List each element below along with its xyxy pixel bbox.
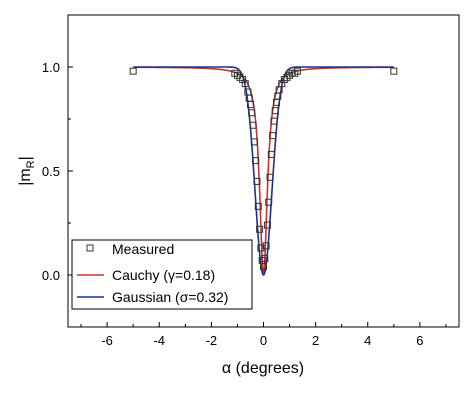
data-point-measured bbox=[246, 100, 254, 108]
data-point-measured bbox=[263, 221, 271, 229]
data-point-measured bbox=[250, 138, 258, 146]
data-point-measured bbox=[267, 150, 275, 158]
legend: Measured Cauchy (γ=0.18) Gaussian (σ=0.3… bbox=[71, 239, 253, 310]
data-point-measured bbox=[260, 263, 267, 271]
legend-label-gaussian: Gaussian (σ=0.32) bbox=[112, 289, 228, 305]
data-point-measured bbox=[271, 107, 279, 115]
legend-item-gaussian: Gaussian (σ=0.32) bbox=[77, 289, 228, 305]
y-tick-label: 0.0 bbox=[42, 268, 60, 283]
legend-marker-measured bbox=[86, 244, 94, 252]
y-axis: 0.0 0.5 1.0 bbox=[42, 14, 73, 328]
x-axis-title: α (degrees) bbox=[222, 360, 304, 377]
data-point-measured bbox=[256, 225, 264, 233]
data-point-measured bbox=[241, 80, 249, 88]
data-point-measured bbox=[262, 242, 270, 250]
y-axis-title-main: |m bbox=[17, 168, 34, 185]
data-point-measured bbox=[248, 109, 256, 117]
y-tick-label: 0.5 bbox=[42, 164, 60, 179]
legend-label-measured: Measured bbox=[112, 241, 174, 257]
legend-item-measured: Measured bbox=[86, 241, 174, 257]
data-point-measured bbox=[265, 198, 273, 206]
data-point-measured bbox=[269, 132, 277, 140]
data-point-measured bbox=[254, 202, 262, 210]
x-tick-label: -6 bbox=[101, 333, 113, 348]
data-point-measured bbox=[253, 177, 261, 185]
data-point-measured bbox=[249, 121, 257, 129]
x-tick-label: -2 bbox=[206, 333, 218, 348]
x-axis: -6 -4 -2 0 2 4 6 bbox=[80, 322, 447, 348]
data-point-measured bbox=[390, 67, 398, 75]
x-tick-label: -4 bbox=[153, 333, 165, 348]
data-point-measured bbox=[261, 254, 269, 262]
y-tick-label: 1.0 bbox=[42, 60, 60, 75]
data-point-measured bbox=[257, 244, 265, 252]
x-tick-label: 2 bbox=[312, 333, 319, 348]
y-axis-title-suffix: | bbox=[17, 156, 34, 160]
data-point-measured bbox=[252, 157, 260, 165]
y-axis-title-subscript: R bbox=[25, 160, 37, 168]
x-tick-label: 0 bbox=[260, 333, 267, 348]
legend-label-cauchy: Cauchy (γ=0.18) bbox=[112, 267, 215, 283]
data-point-measured bbox=[293, 67, 301, 75]
series-line-gaussian bbox=[133, 66, 394, 277]
series-layer bbox=[129, 66, 398, 277]
data-point-measured bbox=[266, 173, 274, 181]
x-tick-label: 6 bbox=[416, 333, 423, 348]
data-point-measured bbox=[270, 117, 278, 125]
data-point-measured bbox=[129, 67, 137, 75]
legend-item-cauchy: Cauchy (γ=0.18) bbox=[77, 267, 215, 283]
x-tick-label: 4 bbox=[364, 333, 371, 348]
y-axis-title: |mR| bbox=[17, 156, 37, 186]
